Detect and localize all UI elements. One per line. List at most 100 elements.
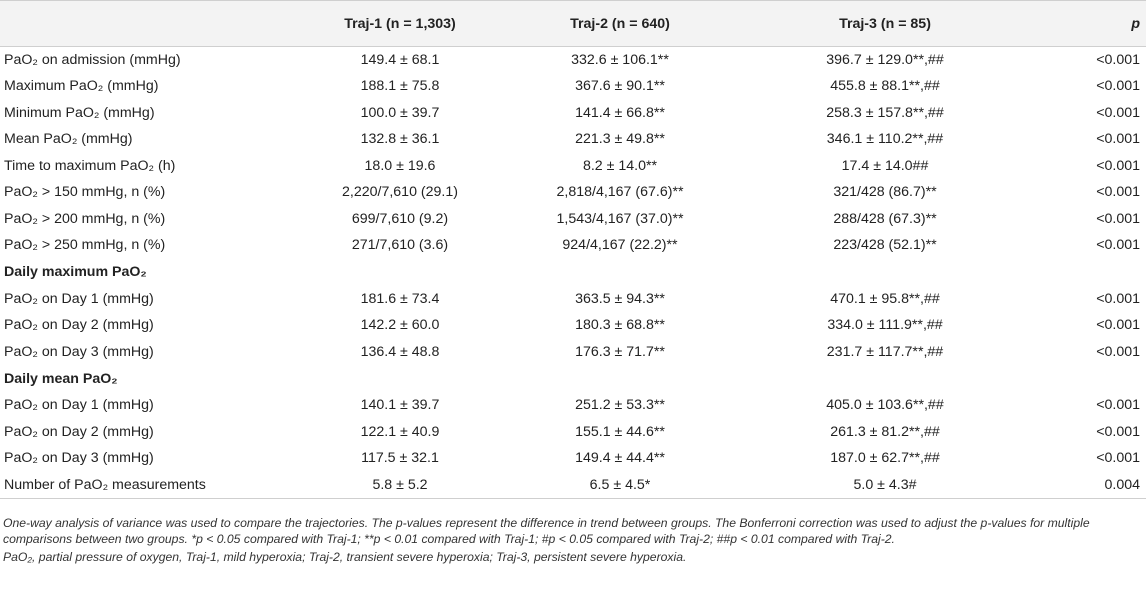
traj-2-value: 149.4 ± 44.4** [575, 450, 665, 467]
header-traj-3: Traj-3 (n = 85) [839, 15, 931, 32]
traj-1-value: 2,220/7,610 (29.1) [342, 184, 458, 201]
traj-2-value: 180.3 ± 68.8** [575, 317, 665, 334]
traj-2-value: 1,543/4,167 (37.0)** [556, 210, 684, 227]
traj-2-value: 141.4 ± 66.8** [575, 104, 665, 121]
traj-1-value: 100.0 ± 39.7 [360, 104, 440, 121]
row-label: PaO₂ > 200 mmHg, n (%) [4, 210, 166, 227]
table-footnotes: One-way analysis of variance was used to… [3, 515, 1143, 565]
traj-3-value: 258.3 ± 157.8**,## [826, 104, 944, 121]
p-value: <0.001 [1096, 450, 1140, 467]
table-row: PaO₂ on admission (mmHg) 149.4 ± 68.1 332.… [0, 47, 1146, 74]
table-row: PaO₂ on Day 3 (mmHg) 117.5 ± 32.1 149.4 ± … [0, 445, 1146, 472]
traj-2-value: 251.2 ± 53.3** [575, 397, 665, 414]
table-row: Number of PaO₂ measurements 5.8 ± 5.2 6.5 … [0, 472, 1146, 498]
table-row: PaO₂ on Day 3 (mmHg) 136.4 ± 48.8 176.3 ± … [0, 339, 1146, 366]
header-row: Traj-1 (n = 1,303) Traj-2 (n = 640) Traj… [0, 0, 1146, 47]
p-value: <0.001 [1096, 343, 1140, 360]
traj-3-value: 396.7 ± 129.0**,## [826, 52, 944, 68]
row-label: PaO₂ on admission (mmHg) [4, 52, 181, 68]
row-label: Mean PaO₂ (mmHg) [4, 131, 133, 148]
table-row: PaO₂ on Day 1 (mmHg) 181.6 ± 73.4 363.5 ± … [0, 286, 1146, 313]
traj-3-value: 187.0 ± 62.7**,## [830, 450, 940, 467]
table-row: PaO₂ > 150 mmHg, n (%) 2,220/7,610 (29.1)… [0, 179, 1146, 206]
table-row: PaO₂ > 250 mmHg, n (%) 271/7,610 (3.6) 924… [0, 232, 1146, 259]
traj-1-value: 271/7,610 (3.6) [351, 237, 449, 254]
traj-3-value: 223/428 (52.1)** [833, 237, 937, 254]
traj-3-value: 231.7 ± 117.7**,## [826, 343, 944, 360]
section-label: Daily mean PaO₂ [4, 370, 118, 387]
row-label: PaO₂ on Day 1 (mmHg) [4, 290, 154, 307]
p-value: <0.001 [1096, 397, 1140, 414]
traj-1-value: 699/7,610 (9.2) [351, 210, 449, 227]
table-row: Mean PaO₂ (mmHg) 132.8 ± 36.1 221.3 ± 49.8… [0, 126, 1146, 153]
traj-3-value: 405.0 ± 103.6**,## [826, 397, 944, 414]
p-value: <0.001 [1096, 184, 1140, 201]
section-row: Daily maximum PaO₂ [0, 259, 1146, 286]
data-table: Traj-1 (n = 1,303) Traj-2 (n = 640) Traj… [0, 0, 1146, 498]
row-label: PaO₂ on Day 2 (mmHg) [4, 317, 154, 334]
table-row: Minimum PaO₂ (mmHg) 100.0 ± 39.7 141.4 ± 6… [0, 100, 1146, 127]
traj-3-value: 346.1 ± 110.2**,## [826, 131, 944, 148]
traj-1-value: 142.2 ± 60.0 [360, 317, 440, 334]
table-row: PaO₂ on Day 1 (mmHg) 140.1 ± 39.7 251.2 ± … [0, 392, 1146, 419]
p-value: <0.001 [1096, 52, 1140, 68]
p-value: <0.001 [1096, 157, 1140, 174]
traj-2-value: 367.6 ± 90.1** [575, 78, 665, 95]
row-label: PaO₂ > 150 mmHg, n (%) [4, 184, 166, 201]
p-value: <0.001 [1096, 131, 1140, 148]
traj-1-value: 132.8 ± 36.1 [360, 131, 440, 148]
traj-1-value: 117.5 ± 32.1 [361, 450, 439, 467]
traj-3-value: 5.0 ± 4.3# [853, 476, 917, 493]
section-row: Daily mean PaO₂ [0, 365, 1146, 392]
p-value: <0.001 [1096, 290, 1140, 307]
traj-1-value: 181.6 ± 73.4 [360, 290, 440, 307]
traj-2-value: 6.5 ± 4.5* [589, 476, 651, 493]
row-label: PaO₂ on Day 1 (mmHg) [4, 397, 154, 414]
table-body: PaO₂ on admission (mmHg) 149.4 ± 68.1 332.… [0, 47, 1146, 498]
table-row: PaO₂ on Day 2 (mmHg) 142.2 ± 60.0 180.3 ± … [0, 312, 1146, 339]
table-row: PaO₂ on Day 2 (mmHg) 122.1 ± 40.9 155.1 ± … [0, 419, 1146, 446]
traj-2-value: 332.6 ± 106.1** [571, 52, 669, 68]
traj-3-value: 17.4 ± 14.0## [841, 157, 929, 174]
header-traj-2: Traj-2 (n = 640) [570, 15, 670, 32]
traj-2-value: 2,818/4,167 (67.6)** [556, 184, 684, 201]
row-label: PaO₂ on Day 3 (mmHg) [4, 450, 154, 467]
p-value: <0.001 [1096, 210, 1140, 227]
row-label: PaO₂ > 250 mmHg, n (%) [4, 237, 166, 254]
table-row: Maximum PaO₂ (mmHg) 188.1 ± 75.8 367.6 ± 9… [0, 73, 1146, 100]
traj-3-value: 470.1 ± 95.8**,## [830, 290, 940, 307]
p-value: <0.001 [1096, 104, 1140, 121]
traj-1-value: 140.1 ± 39.7 [360, 397, 440, 414]
footnote-abbreviations: PaO₂, partial pressure of oxygen, Traj-1… [3, 550, 687, 564]
p-value: <0.001 [1096, 423, 1140, 440]
row-label: PaO₂ on Day 2 (mmHg) [4, 423, 154, 440]
traj-1-value: 5.8 ± 5.2 [372, 476, 428, 493]
section-label: Daily maximum PaO₂ [4, 264, 147, 280]
row-label: Maximum PaO₂ (mmHg) [4, 78, 159, 95]
traj-1-value: 136.4 ± 48.8 [360, 343, 440, 360]
table-header: Traj-1 (n = 1,303) Traj-2 (n = 640) Traj… [0, 0, 1146, 47]
traj-3-value: 334.0 ± 111.9**,## [827, 317, 943, 334]
traj-2-value: 176.3 ± 71.7** [575, 343, 665, 360]
p-value: <0.001 [1096, 237, 1140, 254]
p-value: <0.001 [1096, 317, 1140, 334]
footnote-main: One-way analysis of variance was used to… [3, 516, 1090, 546]
row-label: PaO₂ on Day 3 (mmHg) [4, 343, 154, 360]
traj-3-value: 321/428 (86.7)** [833, 184, 937, 201]
traj-1-value: 18.0 ± 19.6 [364, 157, 436, 174]
traj-1-value: 149.4 ± 68.1 [360, 52, 440, 68]
traj-1-value: 122.1 ± 40.9 [360, 423, 440, 440]
traj-2-value: 155.1 ± 44.6** [575, 423, 665, 440]
traj-2-value: 363.5 ± 94.3** [575, 290, 665, 307]
traj-2-value: 8.2 ± 14.0** [582, 157, 658, 174]
row-label: Minimum PaO₂ (mmHg) [4, 104, 155, 121]
table-row: Time to maximum PaO₂ (h) 18.0 ± 19.6 8.2 ±… [0, 153, 1146, 180]
traj-2-value: 924/4,167 (22.2)** [562, 237, 678, 254]
header-traj-1: Traj-1 (n = 1,303) [344, 15, 456, 32]
p-value: 0.004 [1104, 476, 1140, 493]
row-label: Time to maximum PaO₂ (h) [4, 157, 176, 174]
row-label: Number of PaO₂ measurements [4, 476, 206, 493]
header-p: p [1131, 15, 1140, 32]
p-value: <0.001 [1096, 78, 1140, 95]
